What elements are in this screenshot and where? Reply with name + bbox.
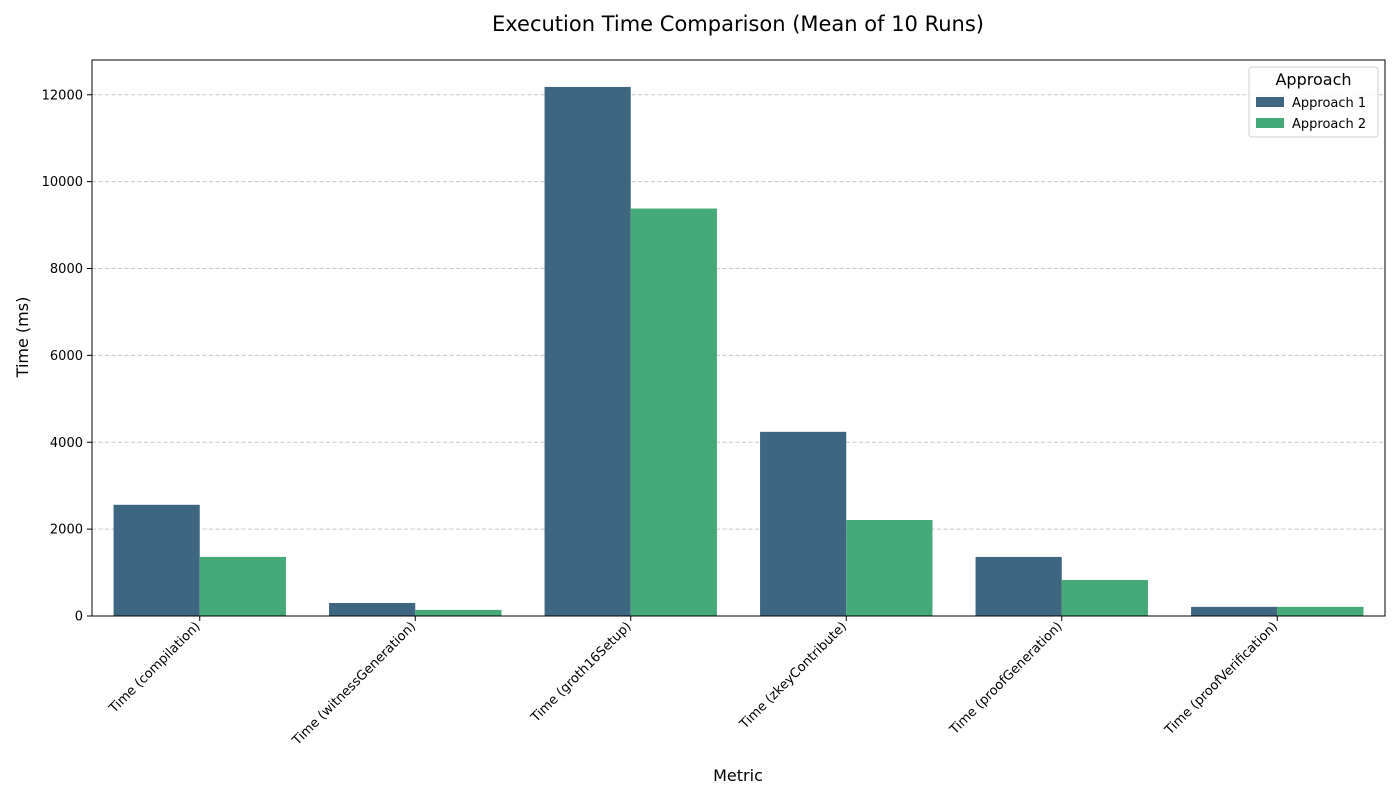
- x-axis-label: Metric: [713, 766, 763, 785]
- chart-title: Execution Time Comparison (Mean of 10 Ru…: [492, 12, 984, 36]
- x-tick-label: Time (zkeyContribute): [737, 619, 851, 733]
- x-tick-label: Time (proofVerification): [1162, 619, 1281, 738]
- bar: [199, 556, 286, 616]
- x-tick-label: Time (proofGeneration): [946, 619, 1065, 738]
- bar: [329, 602, 416, 616]
- bar: [1061, 579, 1148, 616]
- legend-swatch: [1256, 118, 1284, 128]
- plot-frame: [91, 59, 1386, 617]
- legend-entry-label: Approach 1: [1292, 96, 1366, 111]
- bar: [1191, 606, 1278, 616]
- bar: [760, 431, 847, 616]
- legend-title: Approach: [1275, 70, 1351, 89]
- legend: Approach Approach 1 Approach 2: [1248, 66, 1379, 138]
- bar: [630, 208, 717, 616]
- bar: [975, 556, 1062, 616]
- y-tick-label: 0: [75, 610, 83, 625]
- bar: [544, 86, 631, 616]
- legend-entry-label: Approach 2: [1292, 117, 1366, 132]
- y-tick-label: 8000: [50, 262, 83, 277]
- bar: [415, 609, 502, 616]
- x-tick-label: Time (witnessGeneration): [289, 619, 419, 749]
- y-tick-label: 6000: [50, 349, 83, 364]
- bar: [1277, 606, 1364, 616]
- bar: [113, 504, 200, 616]
- y-tick-label: 10000: [42, 175, 83, 190]
- bars: [113, 86, 1364, 616]
- y-tick-label: 4000: [50, 436, 83, 451]
- y-tick-label: 2000: [50, 523, 83, 538]
- x-tick-label: Time (groth16Setup): [528, 619, 635, 726]
- gridlines: [92, 94, 1385, 530]
- bar: [846, 520, 933, 616]
- y-axis-label: Time (ms): [13, 297, 32, 379]
- legend-swatch: [1256, 97, 1284, 107]
- x-tick-label: Time (compilation): [106, 619, 204, 717]
- y-tick-label: 12000: [42, 88, 83, 103]
